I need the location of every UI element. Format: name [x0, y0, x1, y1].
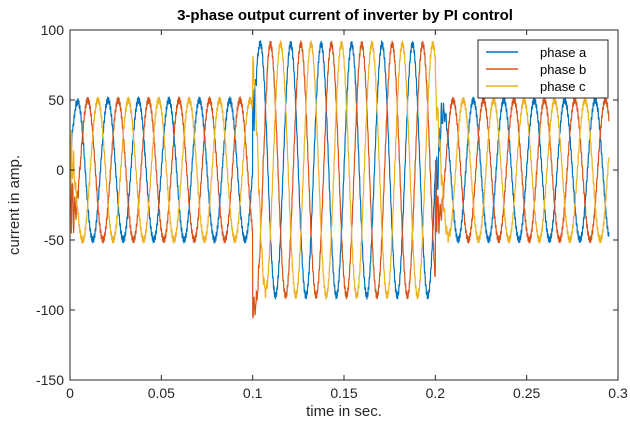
- y-tick-label: 50: [48, 92, 64, 108]
- legend-label: phase b: [540, 62, 586, 77]
- chart-title: 3-phase output current of inverter by PI…: [177, 7, 513, 24]
- y-tick-label: 100: [41, 22, 65, 38]
- y-tick-label: 0: [56, 162, 64, 178]
- x-axis-label: time in sec.: [306, 403, 382, 420]
- x-axis-ticks: 0 0.05 0.1 0.15 0.2 0.25 0.3: [66, 30, 628, 401]
- y-tick-label: -100: [36, 302, 64, 318]
- x-tick-label: 0.05: [148, 385, 175, 401]
- x-tick-label: 0.3: [608, 385, 628, 401]
- x-tick-label: 0.1: [243, 385, 263, 401]
- x-tick-label: 0.2: [426, 385, 446, 401]
- legend: phase a phase b phase c: [477, 39, 609, 99]
- legend-label: phase c: [540, 79, 586, 94]
- y-axis-label: current in amp.: [6, 155, 23, 255]
- series-line-phase-a: [69, 39, 610, 300]
- legend-label: phase a: [540, 45, 587, 60]
- series-line-phase-c: [69, 40, 610, 301]
- x-tick-label: 0: [66, 385, 74, 401]
- series-layer: [69, 39, 610, 319]
- y-axis-ticks: -150 -100 -50 0 50 100: [36, 22, 618, 388]
- y-tick-label: -150: [36, 372, 64, 388]
- x-tick-label: 0.25: [513, 385, 540, 401]
- y-tick-label: -50: [44, 232, 64, 248]
- x-tick-label: 0.15: [330, 385, 357, 401]
